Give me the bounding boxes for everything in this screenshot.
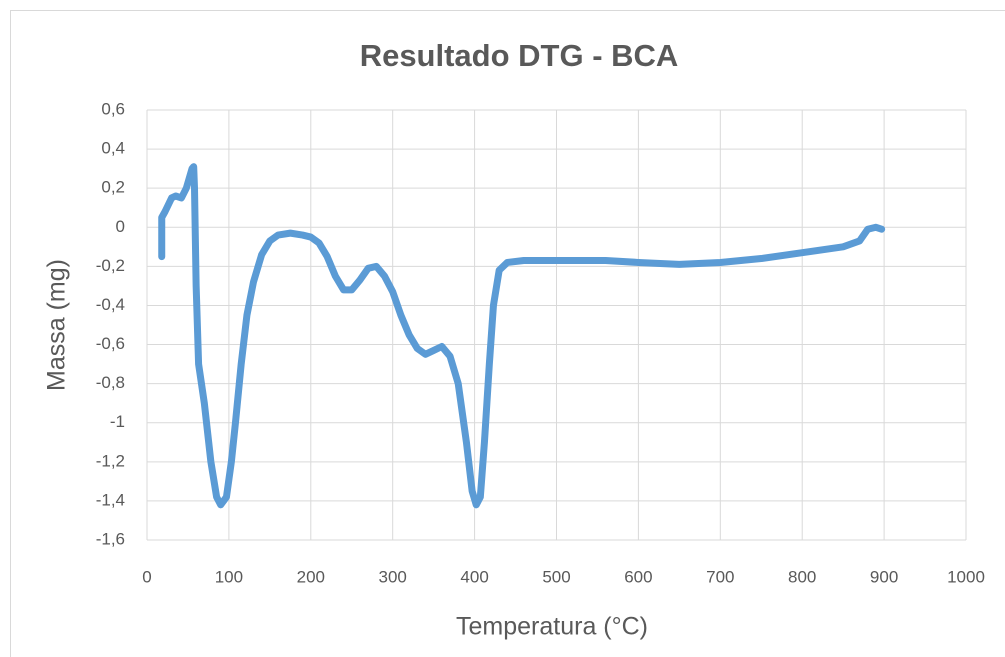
chart-title: Resultado DTG - BCA: [360, 38, 679, 73]
y-tick-label: -1: [110, 412, 125, 431]
y-tick-label: -1,6: [96, 529, 125, 548]
y-tick-label: 0,6: [101, 99, 125, 118]
x-tick-label: 0: [142, 567, 151, 586]
y-tick-label: -0,8: [96, 373, 125, 392]
x-tick-label: 900: [870, 567, 898, 586]
x-tick-label: 1000: [947, 567, 985, 586]
y-tick-label: 0: [116, 217, 125, 236]
x-tick-label: 800: [788, 567, 816, 586]
x-tick-label: 500: [542, 567, 570, 586]
x-tick-label: 600: [624, 567, 652, 586]
y-tick-label: -0,2: [96, 256, 125, 275]
x-axis-label: Temperatura (°C): [456, 613, 648, 641]
chart-border: [10, 10, 1005, 657]
y-tick-label: 0,4: [101, 139, 125, 158]
x-tick-label: 300: [379, 567, 407, 586]
y-tick-label: -1,2: [96, 451, 125, 470]
y-tick-label: -1,4: [96, 490, 125, 509]
x-tick-label: 400: [460, 567, 488, 586]
data-line: [158, 163, 886, 509]
x-tick-label: 200: [297, 567, 325, 586]
x-tick-label: 100: [215, 567, 243, 586]
y-tick-label: -0,6: [96, 334, 125, 353]
y-tick-label: 0,2: [101, 178, 125, 197]
x-tick-label: 700: [706, 567, 734, 586]
y-tick-label: -0,4: [96, 295, 125, 314]
y-axis-label: Massa (mg): [43, 259, 71, 391]
